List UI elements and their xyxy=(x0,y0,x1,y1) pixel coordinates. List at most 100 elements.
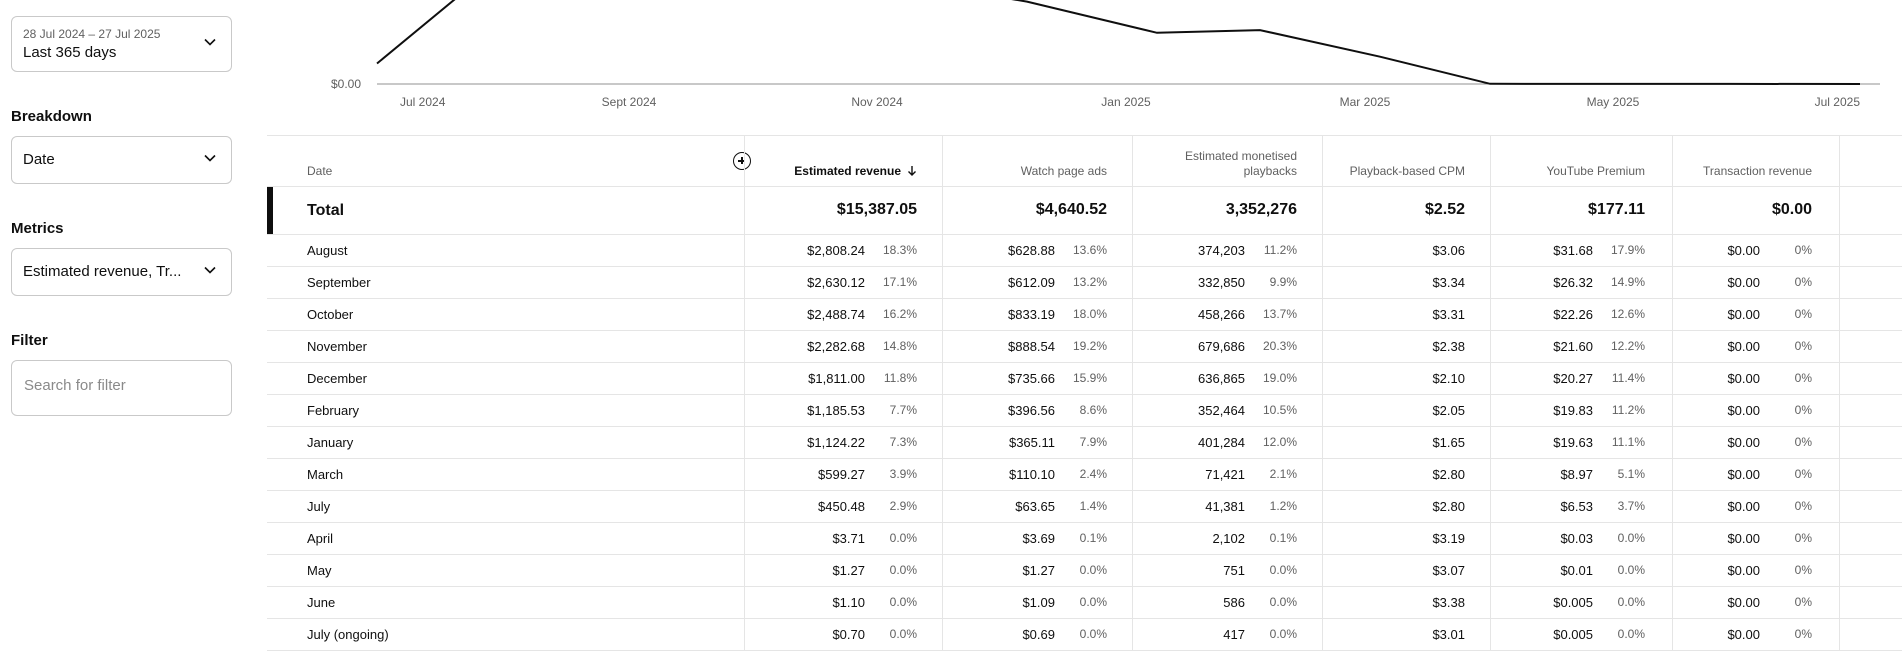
total-value: 3,352,276 xyxy=(1225,201,1297,218)
table-row[interactable]: December 11.8% $1,811.00 15.9% $735.66 19.0% 6… xyxy=(267,362,1902,394)
table-row[interactable]: November 14.8% $2,282.68 19.2% $888.54 20.3% 6… xyxy=(267,330,1902,362)
row-percent: 0% xyxy=(1794,243,1812,257)
column-divider xyxy=(1839,363,1840,394)
column-header-youtube-premium[interactable]: YouTube Premium xyxy=(1495,164,1646,179)
row-value: $735.66 xyxy=(1008,371,1055,386)
row-percent: 13.7% xyxy=(1262,307,1297,321)
date-range-selector[interactable]: 28 Jul 2024 – 27 Jul 2025 Last 365 days xyxy=(11,16,232,72)
column-header-label: Transaction revenue xyxy=(1703,164,1812,178)
row-value: 352,464 xyxy=(1198,403,1245,418)
table-row[interactable]: May 0.0% $1.27 0.0% $1.27 0.0% 751 $3.07 0.0% $0.… xyxy=(267,554,1902,586)
column-divider xyxy=(1839,427,1840,458)
column-divider xyxy=(1132,395,1133,426)
chevron-down-icon xyxy=(204,266,216,274)
row-percent: 0.0% xyxy=(1617,531,1645,545)
row-value: $22.26 xyxy=(1553,307,1593,322)
sort-descending-icon[interactable] xyxy=(907,165,917,177)
column-divider xyxy=(1672,331,1673,362)
column-divider xyxy=(1322,587,1323,618)
column-divider xyxy=(1322,267,1323,298)
column-divider xyxy=(1672,523,1673,554)
table-row[interactable]: February 7.7% $1,185.53 8.6% $396.56 10.5% 352… xyxy=(267,394,1902,426)
column-header-estimated-revenue[interactable]: Estimated revenue xyxy=(767,164,917,179)
column-divider xyxy=(1322,299,1323,330)
row-value: 636,865 xyxy=(1198,371,1245,386)
row-value: $3.31 xyxy=(1432,307,1465,322)
column-divider xyxy=(1490,331,1491,362)
column-divider xyxy=(744,331,745,362)
table-row[interactable]: September 17.1% $2,630.12 13.2% $612.09 9.9% 3… xyxy=(267,266,1902,298)
table-row[interactable]: April 0.0% $3.71 0.1% $3.69 0.1% 2,102 $3.19 0.0… xyxy=(267,522,1902,554)
row-value: $0.03 xyxy=(1560,531,1593,546)
column-divider xyxy=(1490,619,1491,650)
x-tick-label: Sept 2024 xyxy=(602,95,657,109)
row-date: June xyxy=(307,595,336,610)
row-percent: 0% xyxy=(1794,563,1812,577)
row-percent: 18.3% xyxy=(882,243,917,257)
row-date: September xyxy=(307,275,371,290)
column-divider xyxy=(1490,427,1491,458)
row-percent: 0.0% xyxy=(1617,563,1645,577)
metrics-dropdown[interactable]: Estimated revenue, Tr... xyxy=(11,248,232,296)
table-row[interactable]: July 2.9% $450.48 1.4% $63.65 1.2% 41,381 $2.80… xyxy=(267,490,1902,522)
table-row[interactable]: January 7.3% $1,124.22 7.9% $365.11 12.0% 401,… xyxy=(267,426,1902,458)
row-value: $21.60 xyxy=(1553,339,1593,354)
row-percent: 8.6% xyxy=(1079,403,1107,417)
column-header-estimated-monetised-playbacks[interactable]: Estimated monetised playbacks xyxy=(1147,149,1297,179)
row-value: $0.01 xyxy=(1560,563,1593,578)
row-value: $0.00 xyxy=(1727,339,1760,354)
column-divider xyxy=(1132,136,1133,186)
row-percent: 14.9% xyxy=(1610,275,1645,289)
row-percent: 1.2% xyxy=(1269,499,1297,513)
row-value: $0.00 xyxy=(1727,595,1760,610)
row-value: $8.97 xyxy=(1560,467,1593,482)
row-value: $3.71 xyxy=(832,531,865,546)
column-header-transaction-revenue[interactable]: Transaction revenue xyxy=(1662,164,1812,179)
column-divider xyxy=(1672,395,1673,426)
column-header-watch-page-ads[interactable]: Watch page ads xyxy=(957,164,1107,179)
row-value: $0.00 xyxy=(1727,403,1760,418)
row-value: $0.00 xyxy=(1727,371,1760,386)
chevron-down-icon xyxy=(204,154,216,162)
column-header-playback-based-cpm[interactable]: Playback-based CPM xyxy=(1315,164,1465,179)
column-divider xyxy=(1839,555,1840,586)
table-body: August 18.3% $2,808.24 13.6% $628.88 11.2% 374… xyxy=(267,234,1902,651)
table-row[interactable]: March 3.9% $599.27 2.4% $110.10 2.1% 71,421 $2.… xyxy=(267,458,1902,490)
column-header-date[interactable]: Date xyxy=(307,164,333,178)
row-value: $0.00 xyxy=(1727,467,1760,482)
row-percent: 19.0% xyxy=(1262,371,1297,385)
column-header-label: Estimated revenue xyxy=(794,164,901,178)
total-value: $15,387.05 xyxy=(836,201,917,218)
table-row[interactable]: July (ongoing) 0.0% $0.70 0.0% $0.69 0.0% 417 $… xyxy=(267,618,1902,651)
column-divider xyxy=(1490,136,1491,186)
row-percent: 0.0% xyxy=(889,595,917,609)
column-divider xyxy=(1132,235,1133,266)
row-value: 401,284 xyxy=(1198,435,1245,450)
total-label: Total xyxy=(307,202,345,219)
row-value: $2,630.12 xyxy=(807,275,865,290)
total-value: $177.11 xyxy=(1588,201,1645,218)
table-row[interactable]: October 16.2% $2,488.74 18.0% $833.19 13.7% 45… xyxy=(267,298,1902,330)
row-value: $0.00 xyxy=(1727,307,1760,322)
column-divider xyxy=(942,427,943,458)
row-percent: 3.9% xyxy=(889,467,917,481)
filter-box[interactable] xyxy=(11,360,232,416)
row-value: 374,203 xyxy=(1198,243,1245,258)
breakdown-dropdown[interactable]: Date xyxy=(11,136,232,184)
column-divider xyxy=(1672,587,1673,618)
row-value: $3.01 xyxy=(1432,627,1465,642)
filter-search-input[interactable] xyxy=(22,376,216,395)
add-metric-icon[interactable] xyxy=(733,152,751,170)
row-value: $2.80 xyxy=(1432,499,1465,514)
row-percent: 2.1% xyxy=(1269,467,1297,481)
row-percent: 1.4% xyxy=(1079,499,1107,513)
table-row[interactable]: June 0.0% $1.10 0.0% $1.09 0.0% 586 $3.38 0.0% $0… xyxy=(267,586,1902,618)
row-percent: 7.9% xyxy=(1079,435,1107,449)
column-divider xyxy=(744,427,745,458)
row-value: $19.83 xyxy=(1553,403,1593,418)
table-row[interactable]: August 18.3% $2,808.24 13.6% $628.88 11.2% 374… xyxy=(267,234,1902,266)
table-total-row: Total $15,387.05 $4,640.52 3,352,276 $2.52 $1… xyxy=(267,186,1902,234)
y-tick-label: $0.00 xyxy=(331,77,361,91)
row-percent: 17.1% xyxy=(882,275,917,289)
row-value: $888.54 xyxy=(1008,339,1055,354)
